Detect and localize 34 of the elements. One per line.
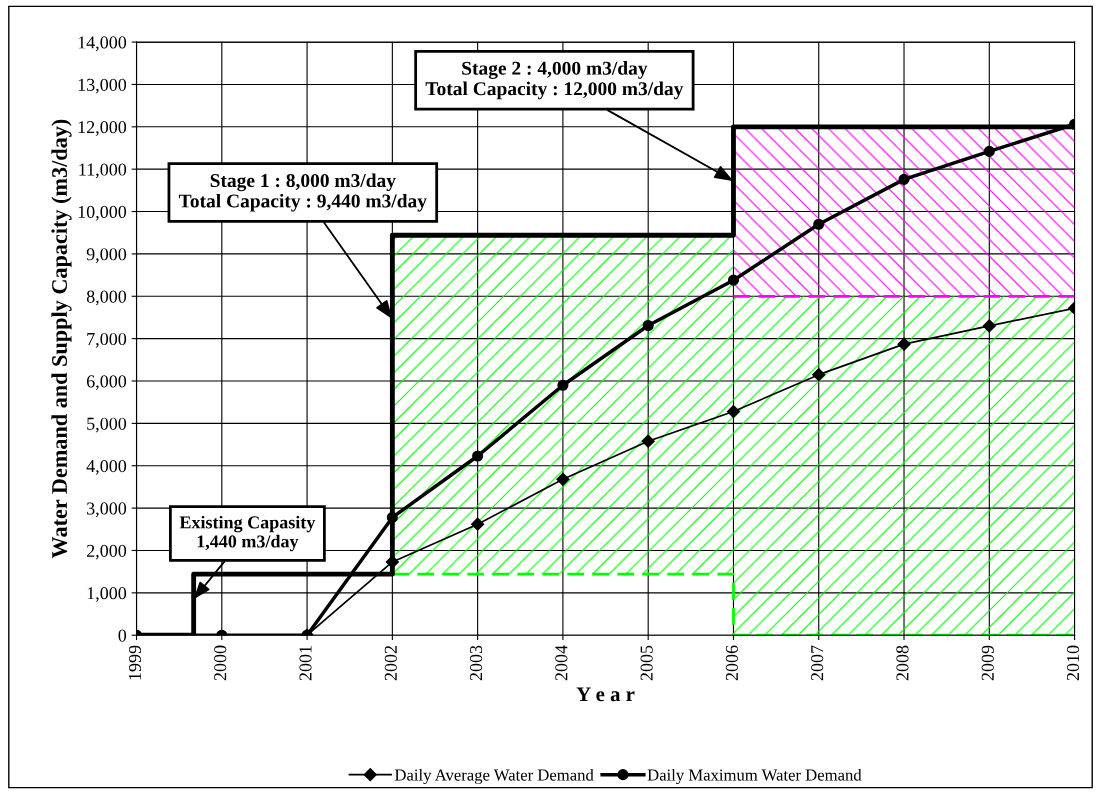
y-tick-label: 14,000 [78, 36, 127, 52]
y-tick-label: 0 [118, 629, 127, 642]
y-tick-label: 3,000 [87, 502, 127, 518]
x-axis-title: Y e a r [576, 687, 635, 702]
y-tick-label: 11,000 [79, 163, 127, 179]
x-tick-label: 2000 [214, 645, 227, 681]
x-tick-label: 2001 [299, 646, 312, 681]
legend-label: Daily Maximum Water Demand [647, 768, 862, 785]
y-tick-label: 12,000 [78, 121, 127, 136]
x-tick-label: 2005 [640, 645, 653, 681]
annotation: Stage 2 : 4,000 m3/day Total Capacity : 12,000 m3/day [425, 61, 684, 100]
y-tick-label: 5,000 [87, 417, 127, 433]
x-tick-label: 2002 [384, 645, 397, 681]
x-tick-label: 2004 [555, 645, 568, 681]
y-tick-label: 1,000 [87, 587, 127, 602]
x-tick-label: 2007 [811, 645, 824, 681]
x-tick-label: 2003 [469, 645, 483, 681]
y-tick-label: 13,000 [78, 78, 127, 94]
annotation: Existing Capasity 1,440 m3/day [179, 515, 316, 552]
y-tick-label: 2,000 [86, 544, 127, 560]
y-axis-title: Water Demand and Supply Capacity (m3/day) [51, 119, 72, 559]
annotation: Stage 1 : 8,000 m3/day Total Capacity : 9,440 m3/day [178, 173, 427, 212]
x-tick-label: 2008 [896, 645, 909, 681]
y-tick-label: 6,000 [86, 375, 127, 391]
x-tick-label: 2010 [1066, 645, 1080, 681]
x-tick-label: 2006 [725, 645, 738, 681]
y-tick-label: 4,000 [86, 460, 127, 475]
y-tick-label: 8,000 [86, 290, 127, 306]
x-tick-label: 2009 [981, 645, 994, 681]
x-tick-label: 1999 [128, 645, 142, 680]
legend-label: Daily Average Water Demand [394, 768, 594, 785]
y-tick-label: 7,000 [87, 332, 127, 348]
y-tick-label: 10,000 [78, 205, 127, 221]
y-tick-label: 9,000 [86, 248, 127, 263]
